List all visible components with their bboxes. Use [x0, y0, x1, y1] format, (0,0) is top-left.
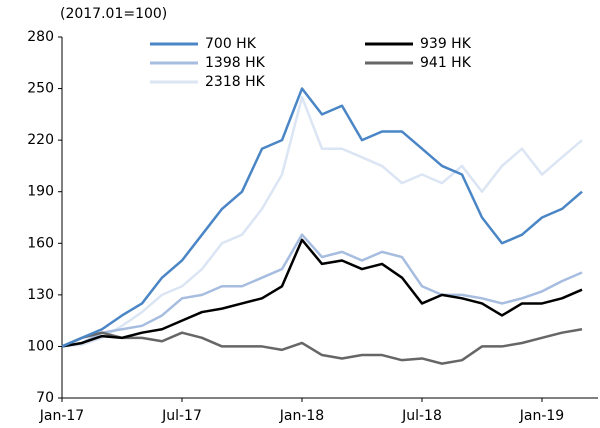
legend-label: 939 HK: [420, 36, 472, 52]
series-line: [61, 328, 583, 365]
y-tick-label: 250: [27, 81, 54, 97]
legend-label: 700 HK: [205, 36, 257, 52]
y-tick-label: 280: [27, 29, 54, 45]
legend-label: 1398 HK: [205, 55, 266, 71]
series-line: [61, 238, 583, 348]
y-tick-label: 70: [36, 390, 54, 406]
subtitle: (2017.01=100): [60, 6, 167, 22]
y-tick-label: 220: [27, 132, 54, 148]
y-tick-label: 160: [27, 235, 54, 251]
series-line: [61, 95, 583, 348]
x-tick-label: Jul-18: [401, 408, 442, 424]
series-line: [61, 233, 583, 348]
y-tick-label: 190: [27, 184, 54, 200]
legend-label: 941 HK: [420, 55, 472, 71]
y-tick-label: 100: [27, 338, 54, 354]
x-tick-label: Jan-17: [39, 408, 84, 424]
x-tick-label: Jan-19: [519, 408, 564, 424]
x-tick-label: Jan-18: [279, 408, 324, 424]
legend-label: 2318 HK: [205, 74, 266, 90]
series-line: [61, 87, 583, 348]
y-tick-label: 130: [27, 287, 54, 303]
x-tick-label: Jul-17: [161, 408, 202, 424]
